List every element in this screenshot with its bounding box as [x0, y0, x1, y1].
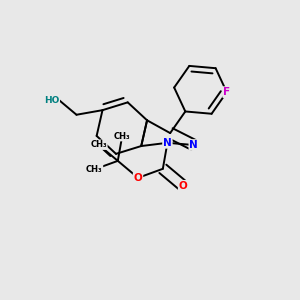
Text: N: N [163, 138, 172, 148]
Text: CH₃: CH₃ [114, 132, 130, 141]
Text: N: N [189, 140, 198, 150]
Text: CH₃: CH₃ [90, 140, 107, 149]
Text: HO: HO [44, 96, 59, 105]
Text: CH₃: CH₃ [86, 165, 103, 174]
Text: O: O [134, 173, 142, 183]
Text: F: F [223, 87, 230, 97]
Text: O: O [179, 181, 188, 191]
